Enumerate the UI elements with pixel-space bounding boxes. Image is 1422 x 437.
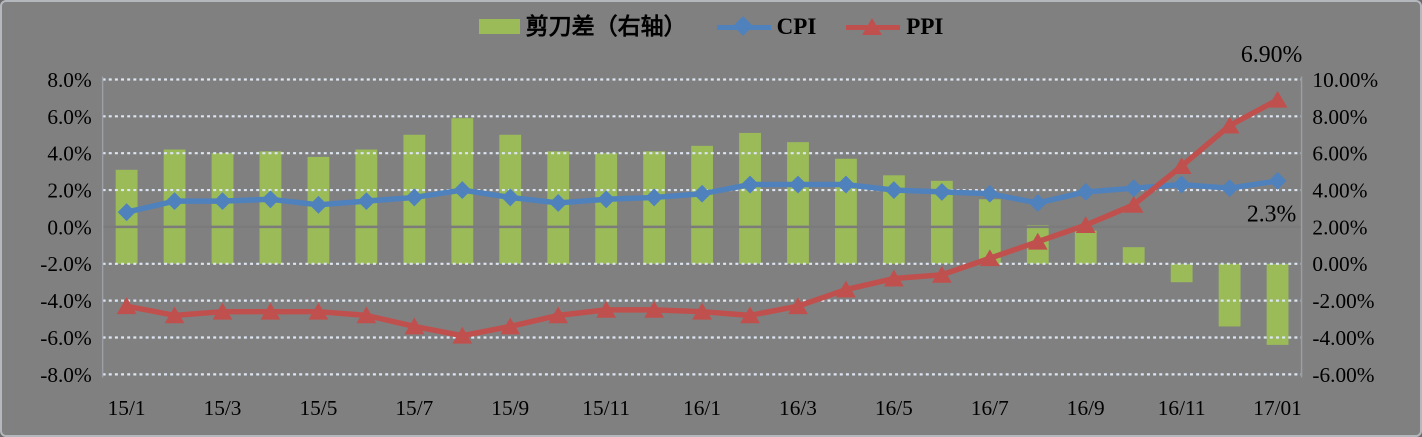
svg-text:10.00%: 10.00% [1312,68,1378,92]
svg-text:8.0%: 8.0% [47,68,92,92]
ppi-line-series [116,90,1288,344]
svg-text:0.0%: 0.0% [47,215,92,239]
svg-text:2.0%: 2.0% [47,178,92,202]
legend-label-ppi: PPI [906,14,944,39]
bar-15/12 [643,151,666,264]
cpi-line-series [117,171,1287,222]
legend-item-scissors-gap: 剪刀差（右轴） [478,14,687,39]
svg-text:-4.0%: -4.0% [40,289,92,313]
bar-16/3 [787,142,809,264]
bar-16/12 [1218,263,1241,327]
svg-text:0.00%: 0.00% [1312,252,1367,276]
svg-text:8.00%: 8.00% [1312,105,1367,129]
chart-legend: 剪刀差（右轴） CPI PPI [2,15,1420,38]
bar-16/11 [1170,263,1193,283]
svg-text:15/7: 15/7 [395,396,433,420]
x-axis-labels: 15/1 15/3 15/5 15/7 15/9 15/11 16/1 16/3 16/5 16/… [108,396,1302,420]
svg-text:-4.00%: -4.00% [1312,326,1374,350]
bar-16/10 [1122,247,1145,264]
bar-swatch-icon [478,19,520,34]
svg-text:6.00%: 6.00% [1312,142,1367,166]
svg-text:16/9: 16/9 [1067,396,1105,420]
bar-16/2 [739,132,761,264]
svg-text:15/5: 15/5 [299,396,337,420]
svg-text:6.0%: 6.0% [47,105,92,129]
bar-16/5 [883,175,905,264]
bar-16/7 [978,199,1001,264]
bar-16/9 [1074,230,1097,264]
svg-text:-2.0%: -2.0% [40,252,92,276]
svg-text:16/3: 16/3 [779,396,817,420]
cpi-line-diamond-icon [716,15,771,37]
svg-text:-6.00%: -6.00% [1312,363,1374,387]
svg-text:15/3: 15/3 [204,396,242,420]
svg-text:16/5: 16/5 [875,396,913,420]
legend-item-cpi: CPI [716,14,817,39]
svg-text:-2.00%: -2.00% [1312,289,1374,313]
svg-text:16/7: 16/7 [971,396,1009,420]
svg-text:15/11: 15/11 [582,396,630,420]
svg-text:-6.0%: -6.0% [40,326,92,350]
svg-text:16/11: 16/11 [1158,396,1206,420]
legend-label-cpi: CPI [776,14,817,39]
svg-text:15/1: 15/1 [108,396,146,420]
annotation-cpi: 2.3% [1247,201,1297,227]
svg-text:4.00%: 4.00% [1312,178,1367,202]
bar-16/1 [691,145,713,264]
svg-text:-8.0%: -8.0% [40,363,92,387]
svg-text:17/01: 17/01 [1253,396,1302,420]
legend-item-ppi: PPI [846,15,943,38]
bar-17/01 [1266,263,1289,345]
bar-16/6 [930,180,953,264]
legend-label-scissors-gap: 剪刀差（右轴） [525,14,687,39]
right-axis-labels: 10.00% 8.00% 6.00% 4.00% 2.00% 0.00% -2.00% -4.… [1312,68,1378,387]
svg-text:15/9: 15/9 [491,396,529,420]
annotation-ppi: 6.90% [1241,42,1302,68]
bar-16/4 [835,158,857,264]
svg-text:16/1: 16/1 [683,396,721,420]
svg-text:2.00%: 2.00% [1312,215,1367,239]
bar-15/11 [595,153,618,264]
ppi-line-triangle-icon [846,17,901,37]
left-axis-labels: 8.0% 6.0% 4.0% 2.0% 0.0% -2.0% -4.0% -6.0% -8.0% [40,68,92,387]
svg-text:4.0%: 4.0% [47,142,92,166]
